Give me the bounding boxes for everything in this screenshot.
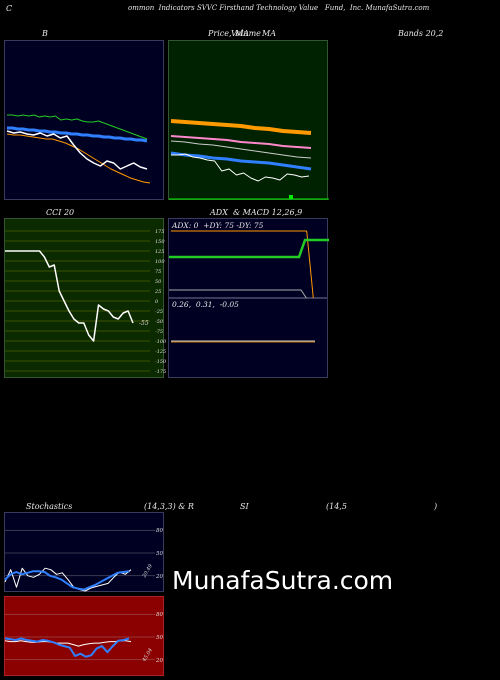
svg-stoch-line-b: [4, 570, 130, 591]
ma-volume-bar: [289, 195, 293, 199]
cci-tick-label: 125: [155, 249, 165, 255]
adx-main-line: [169, 238, 329, 259]
stoch-panel: 80 50 20 20.49: [4, 512, 164, 592]
page-title: ommon Indicators SVVC Firsthand Technolo…: [128, 4, 430, 12]
volume-label: Volume: [231, 29, 261, 38]
adx-chart: [169, 230, 329, 300]
cci-tick-label: 100: [155, 259, 165, 265]
svg-rsi-last-value: 45.04: [141, 647, 154, 663]
adx-minus-line: [169, 289, 308, 300]
ma-price-line: [171, 153, 310, 182]
cci-tick-label: -25: [155, 309, 163, 315]
bollinger-panel: [4, 40, 164, 200]
cci-last-value: -55: [139, 320, 149, 327]
bb-lower-line: [6, 133, 151, 184]
macd-values: 0.26, 0.31, -0.05: [172, 300, 239, 309]
svg-stoch-line-a: [4, 567, 132, 592]
svg-stoch-tick-label: 80: [156, 528, 163, 534]
cci-line: [5, 250, 134, 342]
ma-overlap-label: MA: [235, 29, 249, 38]
bollinger-chart: [6, 114, 151, 184]
adx-values: ADX: 0 +DY: 75 -DY: 75: [172, 221, 264, 230]
cci-tick-label: -100: [155, 339, 167, 345]
stoch-params: (14,3,3) & R: [144, 502, 194, 511]
ma-pink-line: [170, 135, 312, 149]
cci-title: CCI 20: [46, 208, 75, 217]
cci-tick-label: 150: [155, 239, 165, 245]
cci-tick-label: -150: [155, 359, 167, 365]
rsi-panel: 80 50 20 45.04: [4, 596, 164, 676]
adx-panel: [168, 218, 329, 300]
bb-middle-line: [7, 126, 148, 143]
watermark: MunafaSutra.com: [172, 566, 394, 595]
ma-gray-line: [170, 140, 312, 159]
close-paren: ): [434, 502, 438, 511]
svg-rsi-tick-label: 20: [155, 658, 163, 664]
stoch-title: Stochastics: [26, 502, 73, 511]
bands-title: Bands 20,2: [398, 29, 444, 38]
svg-stoch-tick-label: 50: [156, 551, 163, 557]
rsi-params: (14,5: [326, 502, 347, 511]
cci-tick-label: -50: [155, 319, 164, 325]
rsi-si-label: SI: [240, 502, 249, 511]
macd-chart: [171, 340, 315, 343]
cci-tick-label: 25: [154, 289, 161, 295]
bb-upper-line: [7, 114, 148, 140]
cci-tick-label: -175: [155, 369, 166, 375]
bollinger-title: B: [42, 29, 48, 38]
svg-rsi-tick-label: 80: [156, 612, 163, 618]
svg-rsi-line-a: [4, 640, 132, 647]
price-ma-chart: [169, 119, 329, 200]
cci-tick-label: 0: [155, 299, 159, 305]
svg-rsi-tick-label: 50: [156, 635, 163, 641]
svg-rsi-line-b: [4, 637, 130, 658]
adx-plus-line: [171, 230, 327, 300]
price-title: Price,: [208, 29, 232, 38]
ma-orange-line: [170, 119, 312, 135]
cci-tick-label: -75: [155, 329, 163, 335]
cci-tick-label: 175: [155, 229, 165, 235]
price-ma-panel: [168, 40, 329, 200]
svg-stoch-tick-label: 20: [155, 574, 163, 580]
cci-tick-label: 75: [155, 269, 161, 275]
ma-label: MA: [262, 29, 276, 38]
macd-panel: [168, 298, 328, 378]
ma-blue-line: [170, 151, 312, 171]
svg-stoch-last-value: 20.49: [141, 563, 154, 580]
cci-tick-label: -125: [155, 349, 166, 355]
header-c-mark: C: [6, 4, 13, 13]
cci-tick-label: 50: [155, 279, 162, 285]
cci-chart: 175 150 125 100 75 50 25 0 -25 -50 -75 -100 -125 -150…: [5, 229, 167, 375]
bb-price-line: [6, 130, 148, 170]
adx-macd-title: ADX & MACD 12,26,9: [210, 208, 303, 217]
cci-panel: 175 150 125 100 75 50 25 0 -25 -50 -75 -100 -125 -150…: [4, 218, 167, 378]
